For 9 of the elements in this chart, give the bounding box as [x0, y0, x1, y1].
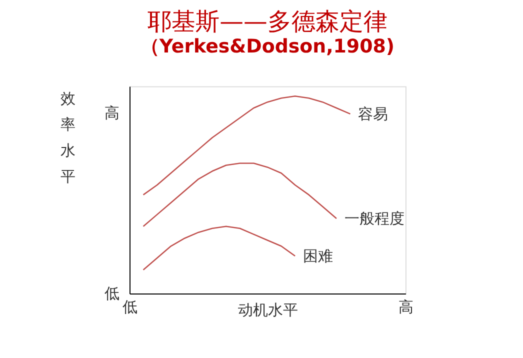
- x-axis-title: 动机水平: [238, 300, 298, 319]
- text: 高: [104, 104, 120, 122]
- y-axis-title: 效率水平: [60, 90, 76, 186]
- chart-subtitle: （Yerkes&Dodson,1908): [140, 35, 395, 58]
- chart-title: 耶基斯——多德森定律: [148, 8, 388, 36]
- series-label: 困难: [303, 246, 334, 265]
- series-label: 一般程度: [344, 209, 404, 228]
- text: 低: [104, 284, 120, 302]
- series-label: 容易: [358, 104, 388, 123]
